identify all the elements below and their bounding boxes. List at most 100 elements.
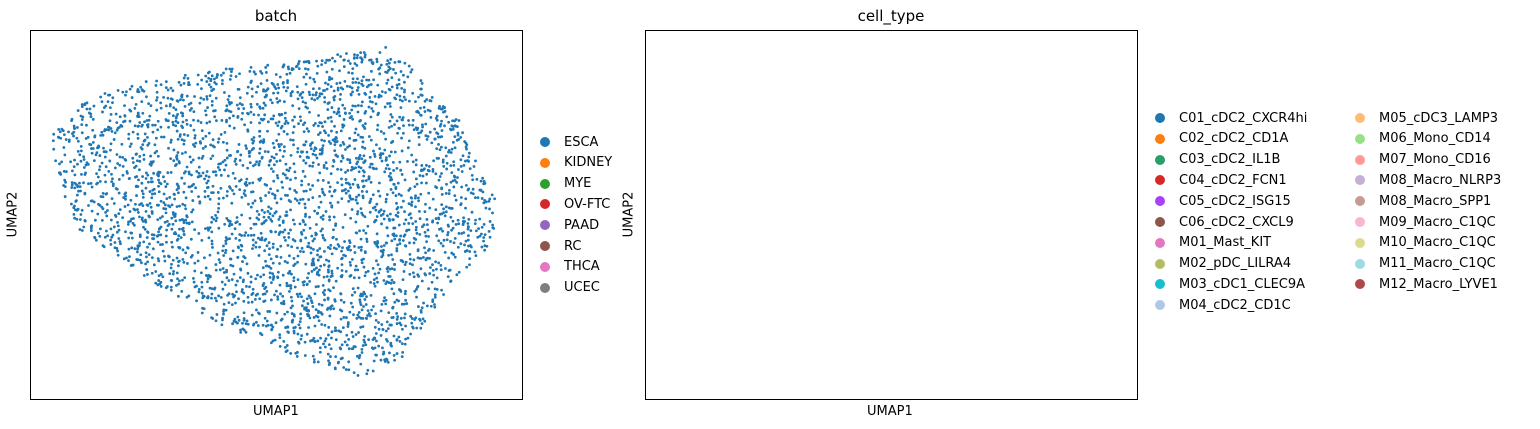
- scatter-point: [303, 143, 307, 147]
- scatter-point: [168, 196, 172, 199]
- scatter-point: [263, 150, 267, 153]
- scatter-point: [289, 138, 292, 142]
- scatter-point: [316, 339, 320, 343]
- scatter-point: [183, 204, 187, 207]
- scatter-point: [176, 121, 180, 125]
- scatter-point: [179, 111, 183, 115]
- scatter-point: [311, 196, 315, 200]
- scatter-point: [354, 264, 358, 268]
- scatter-point: [457, 270, 461, 274]
- scatter-point: [108, 119, 112, 123]
- scatter-point: [154, 270, 158, 273]
- scatter-point: [333, 59, 337, 63]
- scatter-point: [406, 160, 409, 163]
- scatter-point: [298, 320, 302, 324]
- scatter-point: [171, 89, 175, 93]
- scatter-point: [104, 211, 107, 214]
- scatter-point: [99, 195, 103, 198]
- scatter-point: [360, 351, 364, 354]
- scatter-point: [136, 111, 140, 115]
- scatter-point: [437, 216, 440, 220]
- scatter-point: [374, 318, 378, 322]
- scatter-point: [127, 259, 130, 263]
- scatter-point: [169, 157, 173, 160]
- scatter-point: [350, 115, 353, 118]
- scatter-point: [213, 286, 217, 290]
- scatter-point: [380, 159, 384, 163]
- scatter-point: [418, 318, 422, 322]
- scatter-point: [409, 332, 413, 336]
- scatter-point: [444, 205, 448, 209]
- scatter-point: [432, 249, 436, 252]
- scatter-point: [337, 107, 341, 111]
- scatter-point: [367, 78, 371, 82]
- scatter-point: [441, 229, 444, 233]
- scatter-point: [209, 157, 213, 161]
- scatter-point: [266, 210, 270, 213]
- scatter-point: [414, 287, 418, 291]
- scatter-point: [210, 230, 214, 234]
- scatter-point: [375, 215, 379, 218]
- scatter-point: [161, 242, 164, 246]
- scatter-point: [266, 310, 270, 313]
- scatter-point: [371, 266, 375, 270]
- scatter-point: [154, 281, 158, 285]
- scatter-point: [405, 228, 409, 232]
- scatter-point: [473, 196, 477, 200]
- scatter-point: [284, 119, 288, 123]
- scatter-point: [269, 298, 273, 302]
- scatter-point: [386, 59, 390, 62]
- scatter-point: [299, 249, 302, 253]
- scatter-point: [329, 307, 333, 311]
- scatter-point: [328, 314, 332, 318]
- scatter-point: [371, 166, 375, 170]
- scatter-point: [197, 232, 201, 235]
- scatter-point: [332, 307, 336, 311]
- scatter-point: [386, 270, 390, 273]
- scatter-point: [180, 290, 184, 293]
- scatter-point: [384, 158, 388, 162]
- scatter-point: [258, 179, 262, 182]
- scatter-point: [228, 237, 231, 241]
- scatter-point: [424, 251, 427, 255]
- scatter-point: [328, 218, 332, 222]
- scatter-point: [258, 121, 261, 125]
- scatter-point: [384, 302, 388, 306]
- scatter-point: [348, 161, 352, 165]
- scatter-point: [323, 120, 327, 124]
- scatter-point: [381, 346, 384, 350]
- scatter-point: [445, 161, 449, 165]
- scatter-point: [221, 267, 225, 270]
- scatter-point: [109, 148, 112, 152]
- scatter-point: [466, 225, 470, 228]
- scatter-point: [349, 301, 353, 305]
- scatter-point: [317, 87, 321, 90]
- scatter-point: [256, 85, 260, 89]
- scatter-point: [103, 92, 107, 95]
- scatter-point: [303, 223, 307, 227]
- scatter-point: [72, 124, 76, 128]
- scatter-point: [452, 174, 456, 178]
- scatter-point: [297, 62, 300, 66]
- scatter-point: [315, 266, 318, 270]
- scatter-point: [329, 243, 333, 247]
- scatter-point: [357, 276, 361, 280]
- scatter-point: [426, 228, 430, 232]
- scatter-point: [204, 109, 207, 113]
- scatter-point: [376, 280, 379, 284]
- scatter-point: [287, 67, 291, 71]
- scatter-point: [340, 356, 344, 360]
- scatter-point: [250, 313, 254, 317]
- scatter-point: [363, 274, 367, 278]
- scatter-point: [253, 163, 257, 166]
- scatter-point: [410, 196, 414, 200]
- scatter-point: [356, 212, 359, 216]
- scatter-point: [349, 186, 352, 190]
- scatter-point: [161, 275, 165, 279]
- scatter-point: [192, 277, 195, 280]
- scatter-point: [217, 137, 221, 141]
- scatter-point: [316, 64, 320, 68]
- scatter-point: [397, 335, 401, 339]
- scatter-point: [357, 315, 361, 319]
- scatter-point: [296, 97, 300, 101]
